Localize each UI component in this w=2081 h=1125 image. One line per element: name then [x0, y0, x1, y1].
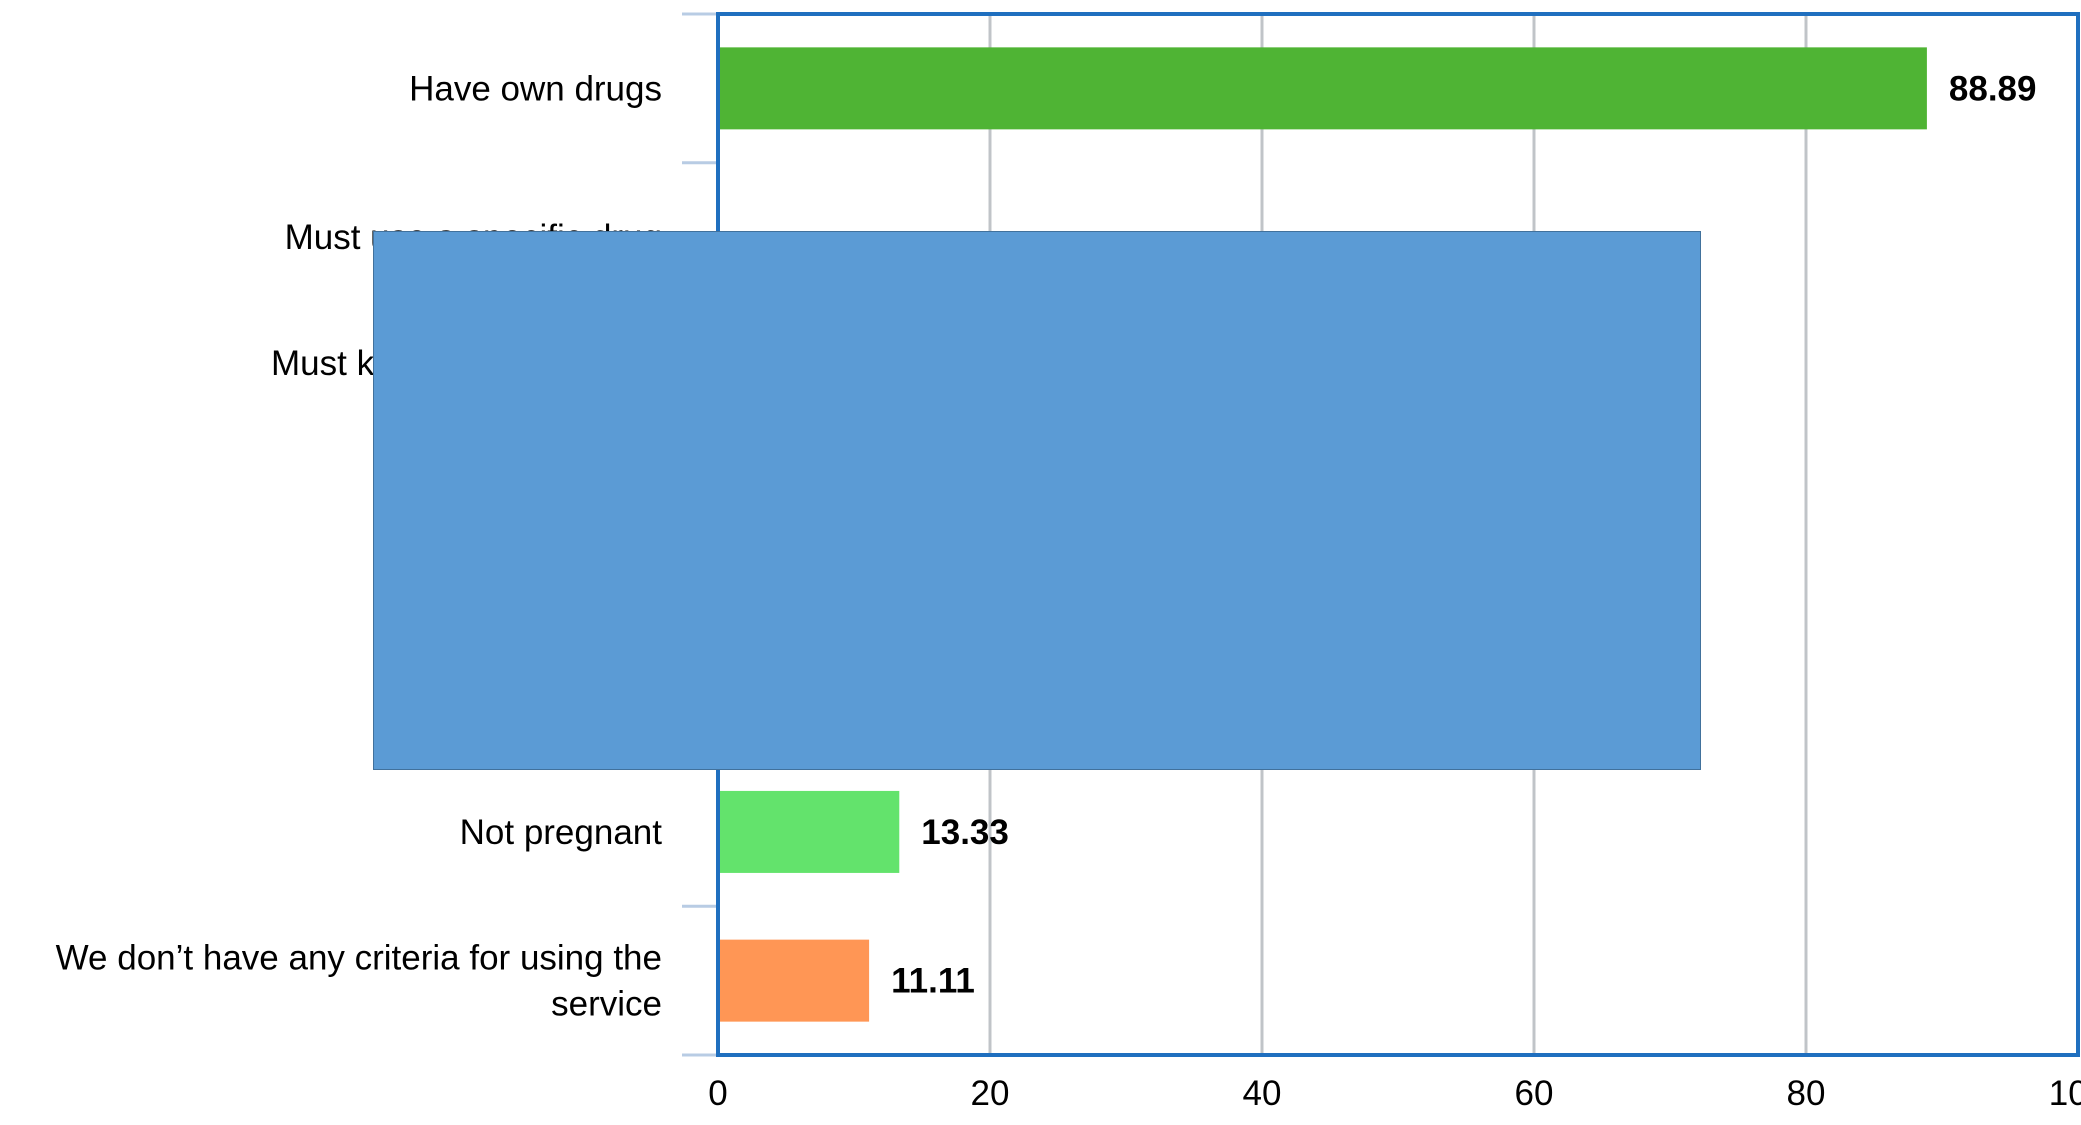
- category-label: service: [551, 985, 662, 1024]
- x-tick-label: 20: [971, 1074, 1010, 1113]
- bar: [718, 47, 1927, 130]
- occluding-overlay-panel: [373, 231, 1701, 770]
- value-label: 13.33: [921, 813, 1009, 852]
- x-tick-label: 60: [1515, 1074, 1554, 1113]
- value-label: 88.89: [1949, 69, 2037, 108]
- x-tick-label: 40: [1243, 1074, 1282, 1113]
- x-tick-label: 80: [1787, 1074, 1826, 1113]
- category-label: We don’t have any criteria for using the: [56, 939, 662, 978]
- value-label: 11.11: [891, 962, 975, 1001]
- x-tick-label: 0: [708, 1074, 727, 1113]
- category-label: Not pregnant: [460, 813, 663, 852]
- category-label: Have own drugs: [409, 69, 662, 108]
- bar: [718, 790, 900, 873]
- bar: [718, 939, 870, 1022]
- x-tick-label: 100: [2049, 1074, 2081, 1113]
